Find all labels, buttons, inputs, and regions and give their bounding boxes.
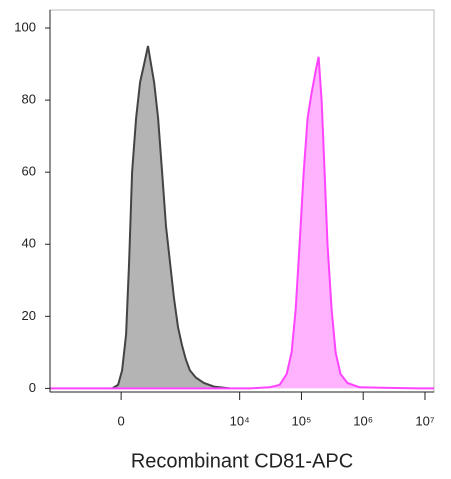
y-tick-label: 100 (14, 19, 36, 34)
x-tick-label: 10⁴ (230, 413, 250, 428)
x-tick-label: 10⁵ (292, 413, 312, 428)
x-axis-label: Recombinant CD81-APC (131, 450, 353, 472)
x-tick-label: 10⁷ (415, 413, 434, 428)
histogram-area (112, 46, 230, 389)
y-tick-label: 80 (22, 92, 36, 107)
y-tick-label: 20 (22, 308, 36, 323)
y-tick-label: 60 (22, 164, 36, 179)
histogram-area (50, 56, 434, 389)
y-tick-label: 40 (22, 236, 36, 251)
histogram-line (50, 56, 434, 390)
x-tick-label: 0 (118, 413, 125, 428)
x-tick-label: 10⁶ (353, 413, 373, 428)
histogram-line (111, 45, 230, 390)
plot-frame (49, 9, 435, 393)
y-tick-label: 0 (29, 380, 36, 395)
